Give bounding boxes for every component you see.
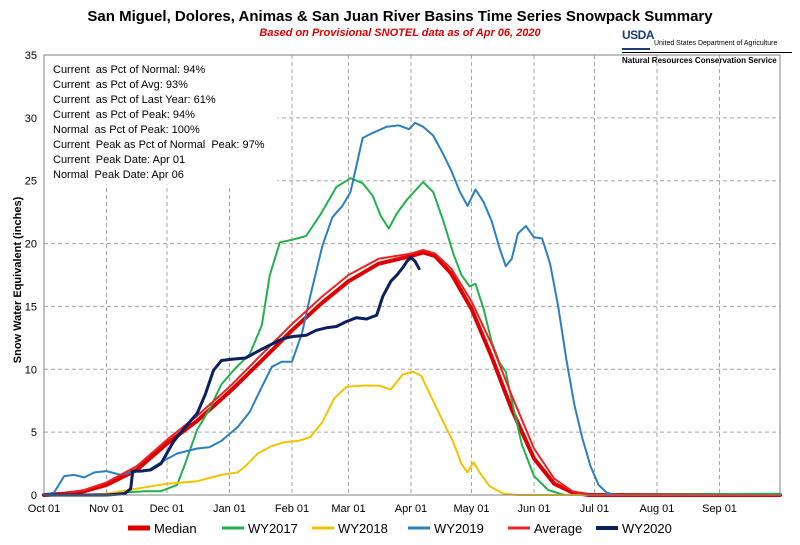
x-tick-label: Nov 01 bbox=[89, 503, 124, 515]
legend: Median WY2017 WY2018 WY2019 Average WY2020 bbox=[128, 521, 672, 536]
usda-logo: USDA United States Department of Agricul… bbox=[622, 28, 792, 68]
series-layer bbox=[42, 121, 782, 497]
y-tick-label: 15 bbox=[25, 301, 37, 313]
stats-box-background bbox=[44, 55, 278, 185]
stats-box: Current as Pct of Normal: 94% Current as … bbox=[44, 55, 278, 185]
stats-line: Current as Pct of Avg: 93% bbox=[53, 79, 188, 91]
legend-label-wy2017: WY2017 bbox=[248, 521, 298, 536]
plot-frame bbox=[43, 54, 781, 496]
x-tick-label: Oct 01 bbox=[28, 503, 60, 515]
series-line-wy2017 bbox=[43, 177, 781, 496]
usda-department-label: United States Department of Agriculture bbox=[654, 40, 778, 47]
series-line-median bbox=[42, 250, 782, 497]
chart-title: San Miguel, Dolores, Animas & San Juan R… bbox=[87, 8, 713, 25]
logo-divider bbox=[622, 52, 792, 53]
stats-line: Current Peak Date: Apr 01 bbox=[53, 154, 185, 166]
legend-label-wy2018: WY2018 bbox=[338, 521, 388, 536]
y-tick-label: 0 bbox=[31, 490, 37, 502]
y-tick-label: 10 bbox=[25, 364, 37, 376]
y-tick-label: 30 bbox=[25, 113, 37, 125]
stats-line: Current as Pct of Peak: 94% bbox=[53, 109, 195, 121]
nrcs-agency-label: Natural Resources Conservation Service bbox=[622, 56, 777, 65]
series-line-wy2020 bbox=[42, 255, 421, 497]
usda-logo-mark: USDA bbox=[622, 28, 655, 50]
axis-layer: 0 5 10 15 20 25 30 35 Oct 01 Nov 01 Dec 01 Jan 01 Fe… bbox=[25, 50, 737, 515]
stats-line: Current as Pct of Last Year: 61% bbox=[53, 94, 216, 106]
x-tick-label: Jun 01 bbox=[517, 503, 550, 515]
x-tick-label: Sep 01 bbox=[702, 503, 737, 515]
series-line-wy2018 bbox=[43, 370, 781, 496]
legend-label-wy2020: WY2020 bbox=[622, 521, 672, 536]
legend-label-average: Average bbox=[534, 521, 582, 536]
x-tick-label: Mar 01 bbox=[331, 503, 365, 515]
series-line-average bbox=[43, 248, 781, 496]
x-tick-label: Apr 01 bbox=[395, 503, 427, 515]
stats-line: Normal as Pct of Peak: 100% bbox=[53, 124, 200, 136]
stats-line: Normal Peak Date: Apr 06 bbox=[53, 169, 184, 181]
y-tick-label: 35 bbox=[25, 50, 37, 62]
stats-line: Current as Pct of Normal: 94% bbox=[53, 64, 205, 76]
y-tick-label: 20 bbox=[25, 239, 37, 251]
x-tick-label: Jan 01 bbox=[213, 503, 246, 515]
legend-label-median: Median bbox=[154, 521, 197, 536]
y-axis-label: Snow Water Equivalent (inches) bbox=[12, 196, 24, 363]
chart-subtitle: Based on Provisional SNOTEL data as of A… bbox=[259, 27, 541, 39]
x-tick-label: Feb 01 bbox=[275, 503, 309, 515]
y-tick-label: 25 bbox=[25, 176, 37, 188]
x-tick-label: Aug 01 bbox=[640, 503, 675, 515]
stats-line: Current Peak as Pct of Normal Peak: 97% bbox=[53, 139, 265, 151]
x-tick-label: Dec 01 bbox=[150, 503, 185, 515]
x-tick-label: May 01 bbox=[453, 503, 489, 515]
x-tick-label: Jul 01 bbox=[580, 503, 609, 515]
legend-label-wy2019: WY2019 bbox=[434, 521, 484, 536]
y-tick-label: 5 bbox=[31, 427, 37, 439]
